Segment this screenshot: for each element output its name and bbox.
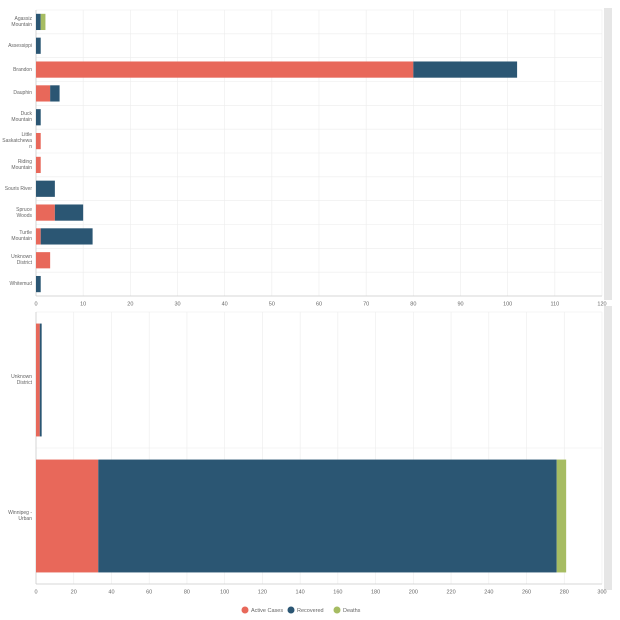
y-tick-label: Assessippi	[8, 42, 32, 49]
x-tick-label: 20	[127, 301, 133, 307]
bar-segment	[36, 252, 51, 269]
bar-segment	[36, 85, 51, 102]
bar-segment	[556, 459, 567, 573]
x-tick-label: 0	[34, 301, 37, 307]
y-tick-label: Souris River	[4, 185, 32, 192]
y-tick-label: Spruce Woods	[16, 206, 32, 219]
y-tick-label: Riding Mountain	[11, 158, 32, 171]
bar-segment	[39, 323, 42, 437]
legend-label: Active Cases	[251, 608, 283, 614]
y-tick-label: Duck Mountain	[11, 111, 32, 124]
bar-segment	[413, 61, 518, 78]
bar-segment	[36, 132, 41, 150]
bar-segment	[40, 13, 46, 31]
y-tick-label: Agassiz Mountain	[11, 15, 32, 28]
x-tick-label: 110	[550, 301, 559, 307]
legend-swatch	[241, 606, 249, 614]
bar-segment	[40, 228, 93, 245]
x-tick-label: 160	[333, 589, 342, 595]
x-tick-label: 220	[446, 589, 455, 595]
x-tick-label: 20	[71, 589, 77, 595]
bar-segment	[36, 13, 41, 31]
bar-segment	[36, 459, 99, 573]
legend-label: Recovered	[297, 608, 324, 614]
y-tick-label: Turtle Mountain	[11, 230, 32, 243]
y-tick-label: Brandon	[13, 66, 32, 73]
x-tick-label: 80	[184, 589, 190, 595]
x-tick-label: 240	[484, 589, 493, 595]
x-tick-label: 280	[560, 589, 569, 595]
bar-segment	[50, 85, 60, 102]
x-tick-label: 100	[503, 301, 512, 307]
bar-segment	[36, 180, 55, 197]
x-tick-label: 120	[597, 301, 606, 307]
y-tick-label: Little Saskatchewan	[2, 132, 32, 151]
x-tick-label: 60	[146, 589, 152, 595]
bar-segment	[36, 323, 40, 437]
scrollbar[interactable]	[604, 8, 612, 300]
legend-swatch	[333, 606, 341, 614]
x-tick-label: 100	[220, 589, 229, 595]
x-tick-label: 0	[34, 589, 37, 595]
scrollbar[interactable]	[604, 306, 612, 590]
x-tick-label: 90	[457, 301, 463, 307]
x-tick-label: 50	[269, 301, 275, 307]
x-tick-label: 200	[409, 589, 418, 595]
x-tick-label: 10	[80, 301, 86, 307]
x-tick-label: 40	[108, 589, 114, 595]
y-tick-label: Winnipeg - Urban	[8, 510, 32, 522]
x-tick-label: 40	[222, 301, 228, 307]
bar-segment	[36, 275, 41, 293]
x-tick-label: 80	[410, 301, 416, 307]
y-tick-label: Dauphin	[13, 90, 32, 97]
bar-segment	[54, 204, 84, 221]
x-tick-label: 70	[363, 301, 369, 307]
bar-segment	[36, 228, 41, 245]
x-tick-label: 260	[522, 589, 531, 595]
bar-segment	[36, 156, 41, 174]
legend-label: Deaths	[343, 608, 361, 614]
x-tick-label: 120	[258, 589, 267, 595]
x-tick-label: 140	[296, 589, 305, 595]
x-tick-label: 60	[316, 301, 322, 307]
bar-segment	[36, 37, 41, 54]
bar-segment	[36, 109, 41, 126]
y-tick-label: Unknown District	[11, 374, 32, 386]
bar-segment	[36, 61, 414, 78]
x-tick-label: 300	[597, 589, 606, 595]
x-tick-label: 30	[174, 301, 180, 307]
bar-segment	[36, 204, 55, 221]
legend-swatch	[287, 606, 295, 614]
x-tick-label: 180	[371, 589, 380, 595]
y-tick-label: Whitemud	[9, 281, 32, 288]
bar-segment	[98, 459, 557, 573]
y-tick-label: Unknown District	[11, 254, 32, 267]
